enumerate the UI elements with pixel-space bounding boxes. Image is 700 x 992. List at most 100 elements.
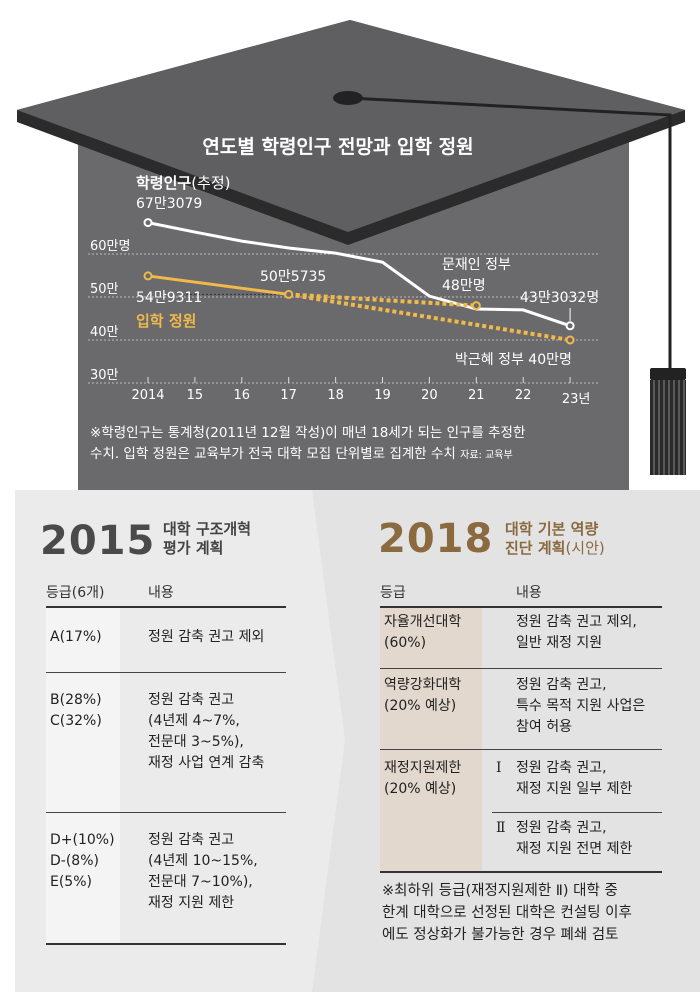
- footnote: ※학령인구는 통계청(2011년 12월 작성)이 매년 18세가 되는 인구를…: [90, 423, 525, 466]
- cell-line: 정원 감축 권고,: [516, 677, 607, 693]
- level-label: Ⅱ: [496, 820, 506, 836]
- cell-line: 재정 지원 제한: [148, 895, 235, 911]
- series-name: 학령인구: [136, 174, 192, 192]
- x-tick-label: 23년: [561, 392, 591, 407]
- cell-line: 정원 감축 권고 제외,: [516, 614, 637, 630]
- cell-line: (60%): [384, 635, 427, 651]
- cell-line: 정원 감축 권고,: [516, 760, 607, 776]
- cell-line: 자율개선대학: [384, 614, 462, 630]
- cell-line: 재정지원제한: [384, 760, 462, 776]
- y-tick-label: 30만: [90, 368, 119, 383]
- x-tick-label: 21: [468, 388, 485, 403]
- year-2018: 2018: [378, 516, 494, 562]
- cell-line: (4년제 10~15%,: [148, 853, 258, 869]
- cell-line: C(32%): [50, 713, 102, 729]
- series-label-quota: 입학 정원: [136, 312, 197, 330]
- cell-line: (4년제 4~7%,: [148, 713, 240, 729]
- cell-line: 정원 감축 권고,: [516, 820, 607, 836]
- cell-line: A(17%): [50, 629, 102, 645]
- content-cell: 정원 감축 권고 제외: [148, 627, 264, 648]
- series-line-3: [288, 292, 571, 342]
- x-tick-label: 15: [186, 388, 204, 403]
- cell-line: D-(8%): [50, 853, 99, 869]
- grade-column-2018: [380, 608, 482, 872]
- series-line-2: [288, 292, 477, 308]
- grade-cell: A(17%): [50, 627, 102, 648]
- content-cell: 정원 감축 권고, 재정 지원 전면 제한: [516, 818, 632, 860]
- y-tick-label: 50만: [90, 282, 119, 297]
- grade-column-2015: [46, 608, 120, 944]
- series-suffix: (추정): [191, 174, 231, 192]
- year-2015: 2015: [40, 518, 156, 564]
- cell-line: 재정 사업 연계 감축: [148, 755, 265, 771]
- cell-line: 정원 감축 권고: [148, 832, 235, 848]
- cell-line: E(5%): [50, 874, 92, 890]
- label-moon-gov: 문재인 정부: [442, 257, 511, 273]
- data-label-quota-2017: 50만5735: [260, 269, 327, 285]
- note-2018: ※최하위 등급(재정지원제한 Ⅱ) 대학 중 한계 대학으로 선정된 대학은 컨…: [382, 880, 632, 946]
- tassel-knot: [650, 368, 686, 380]
- cell-line: 정원 감축 권고 제외: [148, 629, 265, 645]
- cell-line: 일반 재정 지원: [516, 635, 603, 651]
- cell-line: 재정 지원 전면 제한: [516, 841, 633, 857]
- grade-cell: 재정지원제한 (20% 예상): [384, 758, 461, 800]
- cell-line: B(28%): [50, 692, 102, 708]
- series-line-1: [147, 274, 289, 296]
- x-tick-label: 18: [327, 388, 344, 403]
- divider: [46, 606, 286, 608]
- cell-line: (20% 예상): [384, 698, 457, 714]
- source: 자료: 교육부: [460, 450, 513, 461]
- footnote-line-2: 수치. 입학 정원은 교육부가 전국 대학 모집 단위별로 집계한 수치: [90, 446, 456, 462]
- col-header-grade: 등급: [380, 585, 406, 601]
- cell-line: 역량강화대학: [384, 677, 462, 693]
- cell-line: 참여 허용: [516, 719, 572, 735]
- content-cell: 정원 감축 권고 (4년제 4~7%, 전문대 3~5%), 재정 사업 연계 감축: [148, 690, 264, 774]
- col-header-content: 내용: [148, 585, 174, 601]
- data-label-pop-end: 43만3032명: [520, 290, 600, 306]
- note-line: 에도 정상화가 불가능한 경우 폐쇄 검토: [382, 927, 619, 943]
- grade-cell: 자율개선대학 (60%): [384, 612, 461, 654]
- cell-line: 재정 지원 일부 제한: [516, 781, 633, 797]
- chart-title: 연도별 학령인구 전망과 입학 정원: [202, 136, 474, 158]
- cell-line: D+(10%): [50, 832, 115, 848]
- subtitle-line: 평가 계획: [163, 539, 224, 557]
- subtitle-line: 진단 계획: [505, 539, 566, 557]
- label-park-gov: 박근혜 정부 40만명: [455, 352, 572, 368]
- divider: [492, 812, 662, 813]
- tassel-icon: [650, 380, 686, 475]
- cell-line: 정원 감축 권고: [148, 692, 235, 708]
- data-label-pop-start: 67만3079: [136, 196, 203, 212]
- subtitle-line: 대학 기본 역량: [505, 520, 599, 538]
- content-cell: 정원 감축 권고, 재정 지원 일부 제한: [516, 758, 632, 800]
- subtitle-suffix: (시안): [565, 539, 605, 557]
- data-point: [565, 321, 575, 331]
- footnote-line-1: ※학령인구는 통계청(2011년 12월 작성)이 매년 18세가 되는 인구를…: [90, 425, 526, 441]
- mortarboard-cap: [17, 20, 685, 232]
- grade-cell: B(28%) C(32%): [50, 690, 102, 732]
- x-tick-label: 22: [514, 388, 532, 403]
- y-tick-label: 60만명: [90, 239, 131, 254]
- divider: [46, 672, 286, 673]
- subtitle-2015: 대학 구조개혁 평가 계획: [163, 520, 251, 558]
- series-line-0: [147, 221, 571, 328]
- note-line: ※최하위 등급(재정지원제한 Ⅱ) 대학 중: [382, 883, 618, 899]
- grade-cell: 역량강화대학 (20% 예상): [384, 675, 461, 717]
- divider: [46, 812, 286, 813]
- data-point: [143, 218, 153, 228]
- divider: [380, 749, 662, 750]
- level-label: Ⅰ: [496, 760, 502, 776]
- data-point: [471, 301, 481, 311]
- y-tick-label: 40만: [90, 325, 119, 340]
- content-cell: 정원 감축 권고 제외, 일반 재정 지원: [516, 612, 637, 654]
- x-tick-label: 20: [421, 388, 438, 403]
- cell-line: 특수 목적 지원 사업은: [516, 698, 646, 714]
- data-point: [565, 335, 575, 345]
- x-tick-label: 19: [374, 388, 391, 403]
- data-label-quota-start: 54만9311: [136, 290, 203, 306]
- x-tick-label: 16: [233, 388, 251, 403]
- subtitle-line: 대학 구조개혁: [163, 520, 252, 538]
- label-moon-value: 48만명: [442, 278, 486, 294]
- line-chart: [88, 218, 600, 384]
- data-point: [143, 271, 153, 281]
